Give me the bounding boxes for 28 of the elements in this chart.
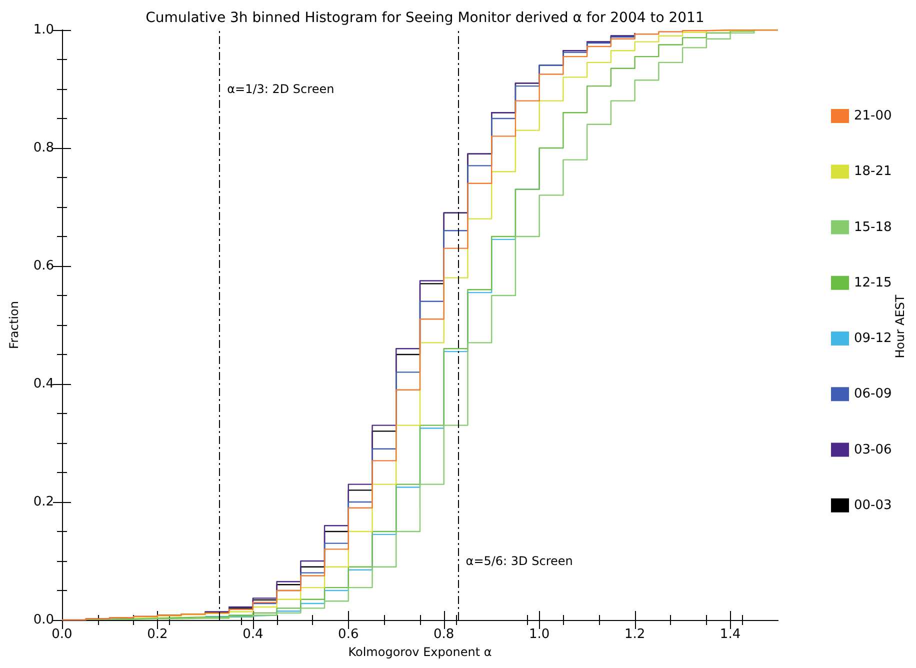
legend-label: 18-21 (854, 164, 892, 180)
x-tick-label: 0.8 (434, 627, 454, 642)
legend-label: 12-15 (854, 275, 892, 290)
y-tick-label: 0.6 (33, 258, 54, 274)
annotation: α=5/6: 3D Screen (466, 554, 573, 568)
legend-title: Hour AEST (893, 294, 907, 358)
x-axis-title: Kolmogorov Exponent α (348, 645, 492, 659)
legend-label: 00-03 (854, 498, 892, 513)
chart-title: Cumulative 3h binned Histogram for Seeing Monitor derived α for 2004 to 2011 (146, 10, 704, 26)
x-tick-label: 1.4 (720, 627, 741, 642)
y-tick-label: 0.2 (33, 494, 54, 510)
legend-label: 15-18 (854, 220, 892, 235)
legend-label: 21-00 (854, 108, 892, 124)
x-tick-label: 1.0 (528, 627, 550, 642)
y-tick-label: 1.0 (33, 22, 54, 38)
y-tick-label: 0.4 (33, 376, 54, 392)
y-axis-title: Fraction (7, 301, 21, 349)
y-tick-label: 0.0 (33, 612, 54, 628)
x-tick-label: 0.6 (338, 627, 359, 642)
x-tick-label: 0.4 (242, 627, 264, 642)
x-tick-label: 0.2 (147, 627, 168, 642)
annotation: α=1/3: 2D Screen (227, 82, 334, 96)
legend-label: 06-09 (854, 386, 892, 402)
x-tick-label: 1.2 (624, 627, 646, 642)
x-tick-label: 0.0 (52, 627, 72, 642)
y-tick-label: 0.8 (33, 140, 54, 156)
legend-label: 09-12 (854, 331, 892, 346)
legend-label: 03-06 (854, 442, 892, 458)
